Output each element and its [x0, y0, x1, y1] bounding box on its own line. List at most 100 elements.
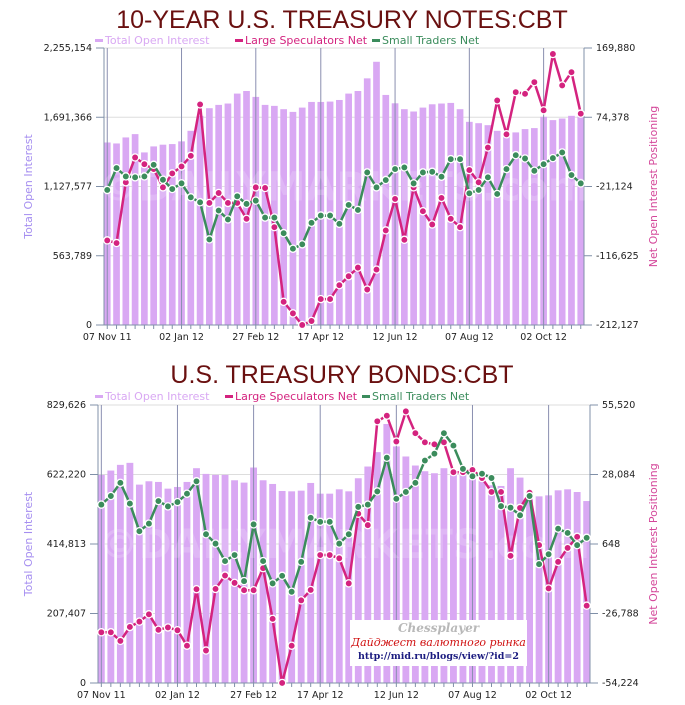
y-tick-label: 0 — [86, 320, 92, 331]
legend-swatch — [225, 395, 233, 398]
y-tick-label: 622,220 — [47, 470, 86, 481]
y2-tick-label: 74,378 — [596, 112, 629, 123]
large-speculators-point — [502, 130, 511, 139]
large-speculators-point — [106, 628, 116, 637]
small-traders-point — [270, 213, 279, 222]
large-speculators-point — [567, 67, 576, 77]
small-traders-point — [307, 218, 316, 228]
x-tick-label: 02 Jan 12 — [155, 690, 200, 701]
open-interest-bar — [193, 468, 200, 683]
small-traders-point — [251, 196, 261, 205]
open-interest-bar — [164, 488, 172, 683]
chart-treasury-notes: 10-YEAR U.S. TREASURY NOTES:CBT Total Ope… — [0, 0, 685, 352]
small-traders-point — [465, 189, 474, 198]
large-speculators-point — [279, 297, 288, 307]
small-traders-line — [100, 430, 588, 595]
open-interest-bar — [278, 490, 286, 683]
large-speculators-line — [101, 407, 588, 684]
small-traders-point — [449, 441, 458, 450]
large-speculators-point — [465, 165, 474, 175]
small-traders-point — [401, 487, 411, 497]
open-interest-bar — [497, 485, 505, 683]
open-interest-bar — [135, 484, 143, 683]
small-traders-point — [106, 491, 116, 501]
large-speculators-point — [449, 467, 458, 477]
chart-treasury-bonds: U.S. TREASURY BONDS:CBT Total Open Intere… — [0, 352, 685, 705]
large-speculators-point — [530, 77, 539, 87]
small-traders-point — [125, 499, 135, 508]
legend-swatch — [372, 39, 380, 42]
small-traders-point — [409, 179, 418, 188]
small-traders-point — [468, 471, 477, 481]
small-traders-point — [525, 491, 534, 501]
small-traders-point — [201, 529, 211, 539]
small-traders-point — [382, 453, 392, 462]
small-traders-point — [297, 240, 307, 249]
large-speculators-point — [296, 596, 306, 605]
open-interest-bar — [475, 123, 482, 325]
small-traders-point — [102, 185, 112, 195]
open-interest-bar — [187, 130, 195, 325]
open-interest-bar — [122, 137, 130, 325]
small-traders-point — [502, 164, 511, 174]
large-speculators-point — [251, 183, 261, 192]
large-speculators-point — [205, 198, 214, 208]
small-traders-point — [211, 539, 220, 548]
large-speculators-point — [173, 625, 182, 635]
open-interest-bar — [516, 477, 524, 683]
small-traders-point — [296, 557, 306, 567]
small-traders-point — [279, 228, 288, 238]
large-speculators-point — [177, 162, 186, 171]
small-traders-point — [334, 539, 344, 548]
y2-tick-label: -116,625 — [596, 251, 639, 262]
open-interest-bar — [450, 470, 457, 683]
small-traders-point — [567, 170, 576, 180]
open-interest-bar — [159, 144, 167, 325]
legend-swatch — [235, 39, 243, 42]
x-tick-label: 27 Feb 12 — [232, 332, 279, 343]
open-interest-bar — [411, 465, 419, 683]
large-speculators-point — [483, 143, 493, 152]
open-interest-bar — [155, 481, 162, 683]
large-speculators-point — [167, 169, 177, 178]
x-tick-label: 12 Jun 12 — [374, 690, 419, 701]
small-traders-point — [362, 168, 372, 177]
small-traders-point — [315, 517, 325, 527]
small-traders-point — [411, 478, 420, 488]
large-speculators-point — [373, 417, 382, 426]
small-traders-point — [418, 168, 428, 177]
large-speculators-point — [572, 532, 582, 542]
y2-tick-label: -212,127 — [596, 320, 639, 331]
open-interest-bar — [438, 103, 445, 325]
large-speculators-point — [307, 316, 316, 326]
x-tick-label: 07 Nov 11 — [77, 690, 126, 701]
large-speculators-point — [353, 263, 363, 272]
small-traders-point — [363, 500, 373, 509]
small-traders-point — [112, 163, 121, 173]
legend-item: Total Open Interest — [95, 34, 210, 47]
open-interest-bar — [212, 474, 219, 683]
small-traders-point — [260, 213, 270, 222]
open-interest-bar — [280, 109, 287, 325]
stamp-subtitle: Дайджест валютного рынка — [351, 636, 526, 649]
small-traders-point — [116, 478, 125, 488]
small-traders-point — [214, 206, 223, 215]
x-tick-label: 07 Nov 11 — [83, 332, 132, 343]
large-speculators-point — [400, 235, 409, 245]
small-traders-point — [353, 205, 363, 215]
y-tick-label: 1,127,577 — [44, 182, 92, 193]
small-traders-point — [192, 477, 201, 486]
large-speculators-point — [97, 628, 106, 637]
small-traders-point — [277, 571, 287, 581]
large-speculators-point — [116, 636, 125, 646]
stamp-url[interactable]: http://mid.ru/blogs/view/?id=2 — [357, 651, 520, 662]
large-speculators-point — [287, 641, 296, 650]
small-traders-point — [220, 556, 230, 566]
large-speculators-point — [492, 96, 502, 105]
open-interest-bar — [345, 93, 352, 326]
chart-title: 10-YEAR U.S. TREASURY NOTES:CBT — [116, 6, 568, 34]
small-traders-point — [182, 489, 192, 498]
open-interest-bar — [297, 490, 305, 683]
small-traders-point — [249, 520, 258, 529]
